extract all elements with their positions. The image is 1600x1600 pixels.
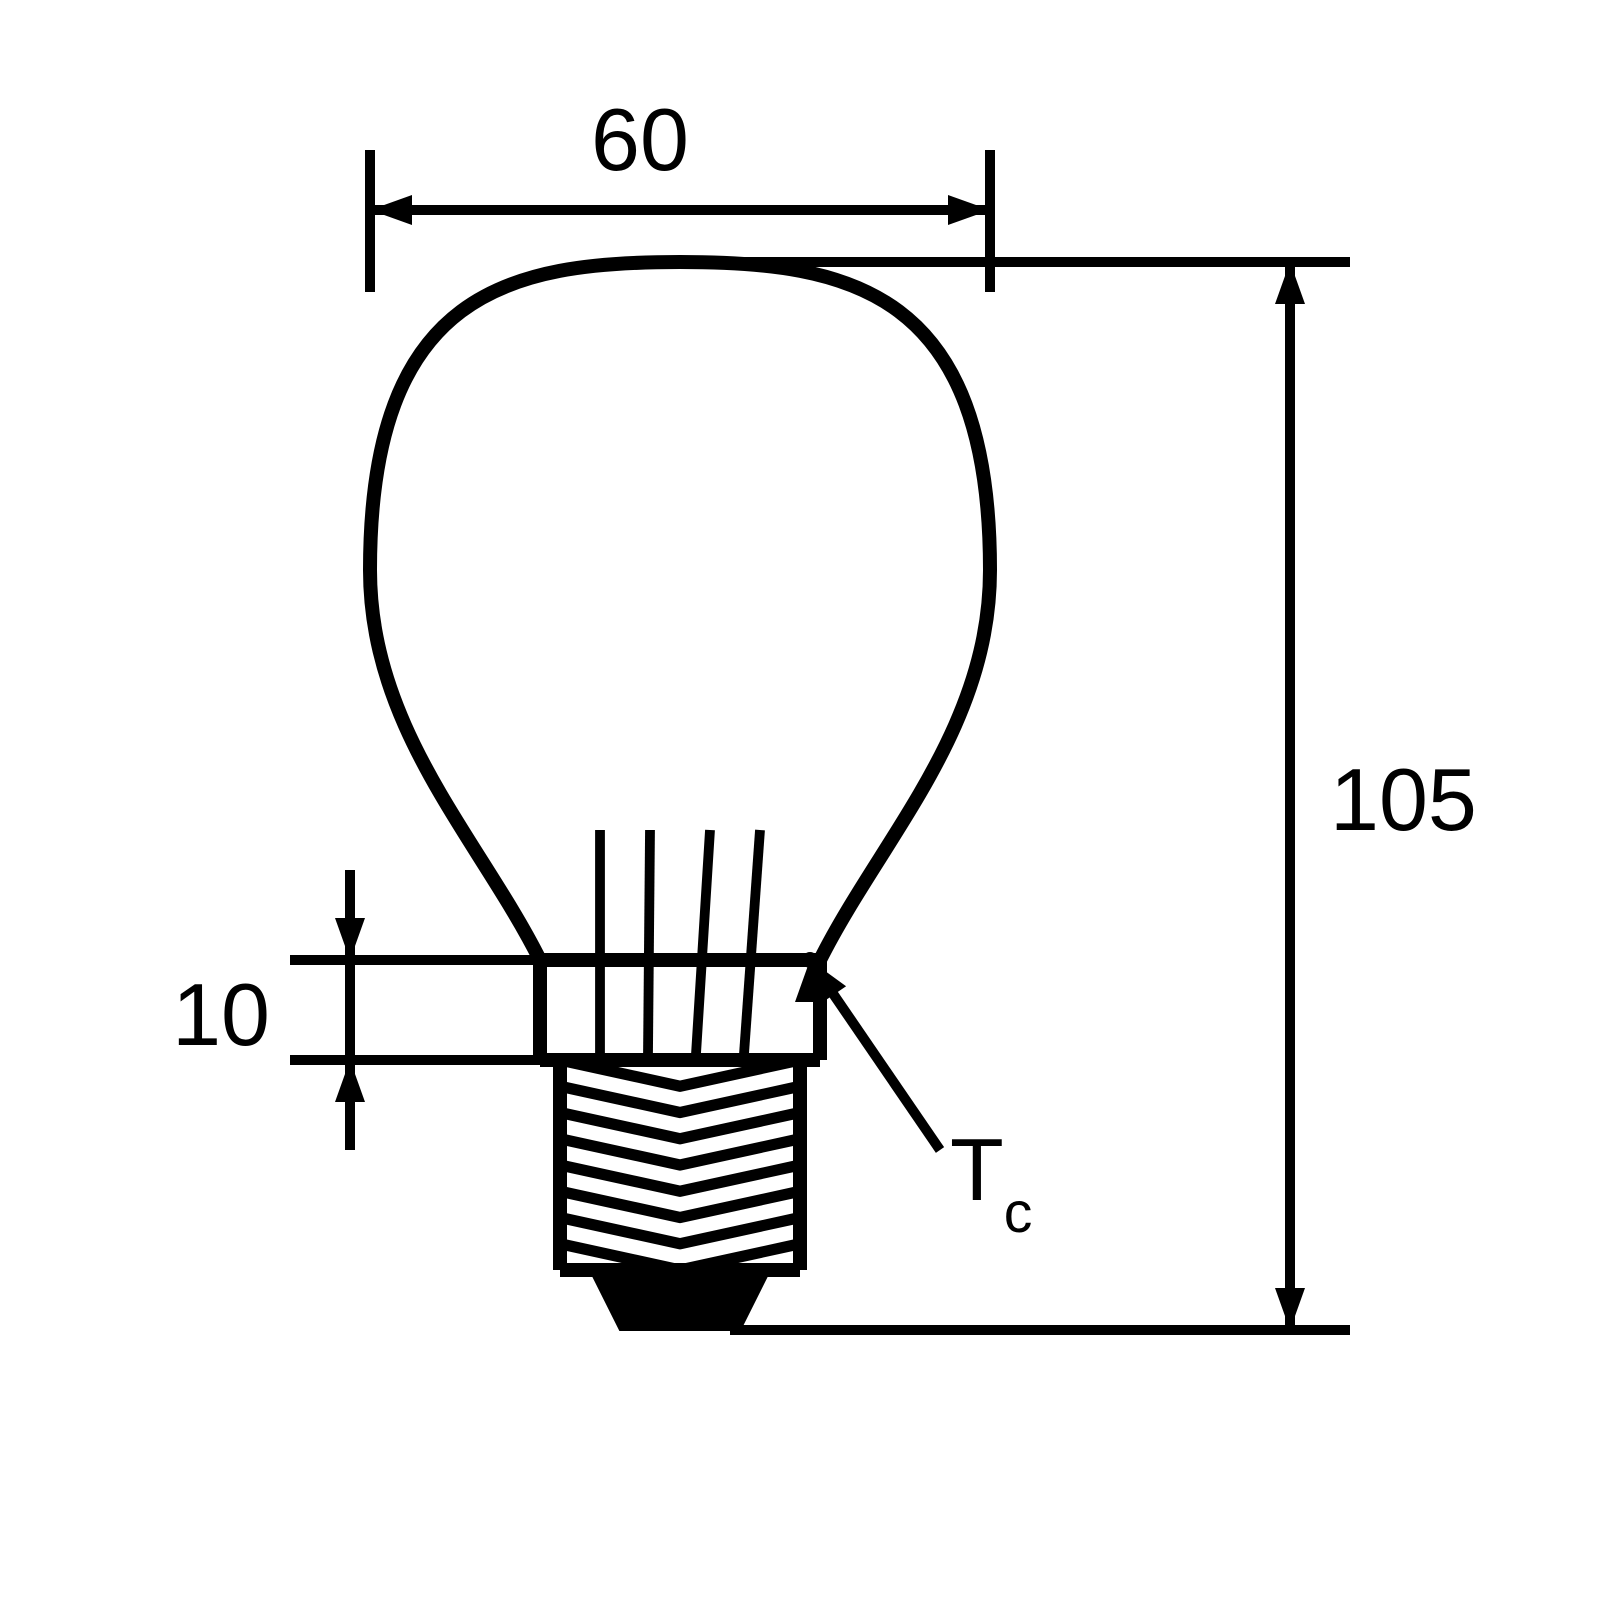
dimension-gap: 10 bbox=[172, 870, 540, 1150]
dimension-gap-value: 10 bbox=[172, 965, 270, 1064]
contact-tip bbox=[590, 1270, 770, 1330]
dimension-height-value: 105 bbox=[1330, 750, 1477, 849]
filament-wires bbox=[600, 830, 760, 1054]
dimension-width-value: 60 bbox=[591, 90, 689, 189]
bulb-outline bbox=[370, 262, 990, 1060]
tc-label: Tc bbox=[950, 1120, 1032, 1245]
screw-base bbox=[560, 1060, 800, 1270]
dimension-height: 105 bbox=[720, 262, 1477, 1330]
